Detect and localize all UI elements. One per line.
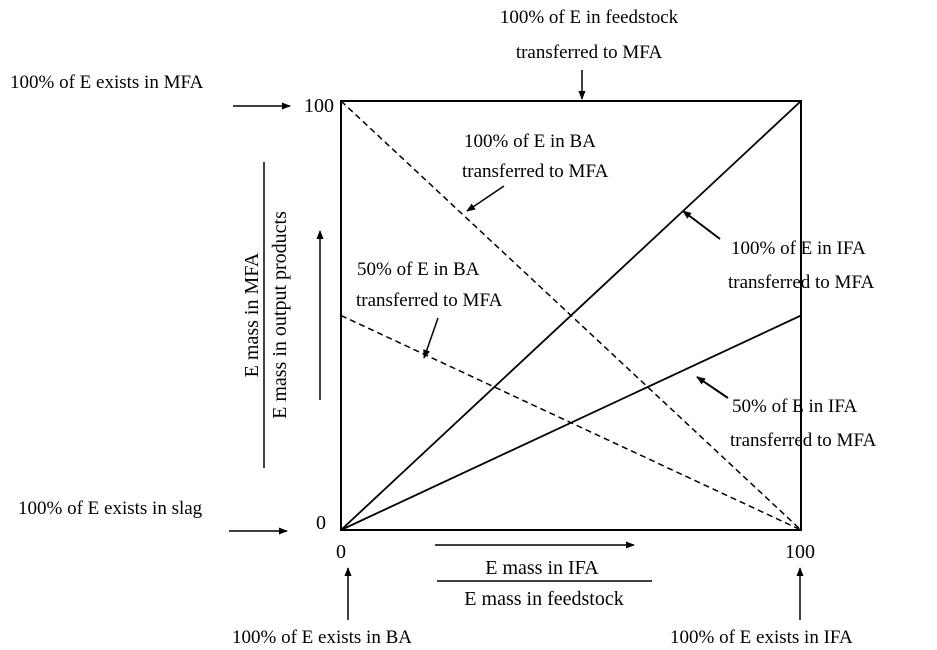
note-ifa50-line1: 50% of E in IFA (732, 396, 858, 417)
note-exists-ba: 100% of E exists in BA (232, 627, 412, 648)
y-axis-label: E mass in MFA E mass in output products (241, 162, 291, 468)
y-axis-denominator: E mass in output products (269, 211, 291, 419)
note-exists-slag: 100% of E exists in slag (18, 498, 203, 519)
line-dashed-2 (340, 100, 802, 531)
note-ba100-line2: transferred to MFA (462, 161, 609, 182)
note-ifa50-arrow (696, 376, 729, 399)
note-ifa100-line1: 100% of E in IFA (731, 238, 866, 259)
note-ba50-line2: transferred to MFA (356, 290, 503, 311)
lines-layer (340, 100, 802, 531)
tick-y-0: 0 (316, 512, 326, 534)
tick-y-100: 100 (304, 95, 334, 117)
note-feedstock-line2: transferred to MFA (516, 42, 663, 63)
note-exists-ifa: 100% of E exists in IFA (670, 627, 853, 648)
x-axis-denominator: E mass in feedstock (464, 588, 623, 610)
note-ifa100-line2: transferred to MFA (728, 272, 875, 293)
note-ifa50-line2: transferred to MFA (730, 430, 877, 451)
note-ifa100-arrow (682, 210, 721, 240)
note-ba100-arrow (466, 185, 505, 212)
x-axis-numerator: E mass in IFA (485, 557, 599, 579)
line-dashed-3 (340, 314, 802, 531)
note-feedstock-line1: 100% of E in feedstock (500, 7, 679, 28)
note-exists-mfa: 100% of E exists in MFA (10, 72, 204, 93)
note-ba50-arrow (423, 317, 439, 359)
note-ba100-line1: 100% of E in BA (464, 131, 596, 152)
y-axis-numerator: E mass in MFA (241, 252, 263, 377)
note-ba50-line1: 50% of E in BA (357, 259, 480, 280)
tick-x-100: 100 (785, 541, 815, 563)
tick-x-0: 0 (336, 541, 346, 563)
